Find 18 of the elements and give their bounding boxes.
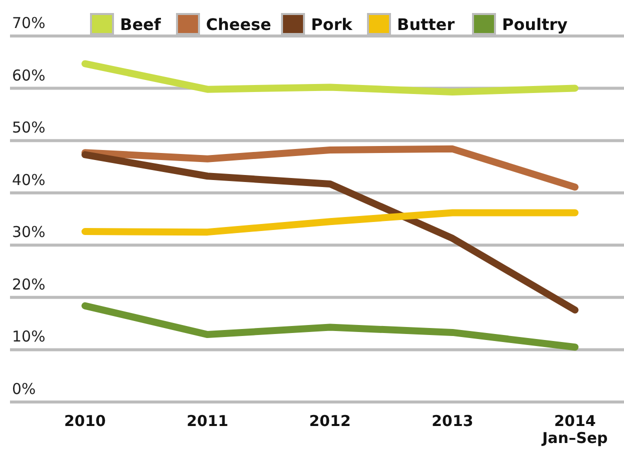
legend-label: Pork — [311, 15, 353, 34]
x-tick-label: 2014 Jan–Sep — [541, 412, 608, 447]
y-tick-label: 70% — [12, 14, 46, 32]
legend-label: Cheese — [206, 15, 272, 34]
x-tick-label: 2013 — [432, 412, 474, 430]
y-tick-label: 0% — [12, 380, 36, 398]
x-tick-label: 2010 — [64, 412, 106, 430]
legend-label: Poultry — [502, 15, 568, 34]
legend-label: Beef — [120, 15, 162, 34]
y-tick-label: 30% — [12, 223, 46, 242]
x-tick-label: 2011 — [186, 412, 228, 430]
y-tick-label: 20% — [12, 275, 46, 294]
y-tick-label: 40% — [12, 170, 46, 189]
x-tick-label: 2012 — [309, 412, 351, 430]
y-tick-label: 60% — [12, 66, 46, 84]
y-tick-label: 50% — [12, 118, 46, 137]
y-tick-label: 10% — [12, 328, 46, 346]
legend-label: Butter — [397, 15, 455, 34]
